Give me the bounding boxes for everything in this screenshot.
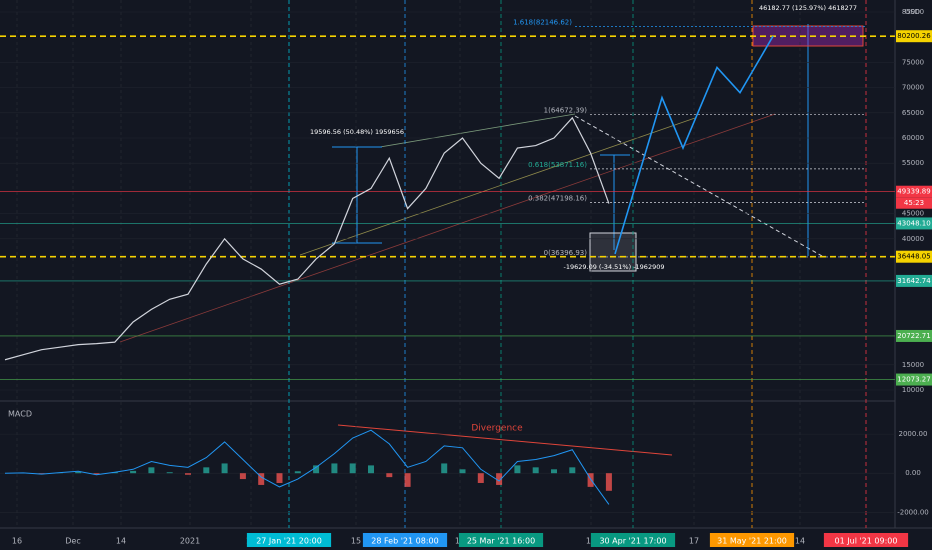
x-label-bg bbox=[246, 533, 332, 547]
histogram-bar bbox=[532, 467, 539, 474]
x-label-bg bbox=[458, 533, 544, 547]
price-line bbox=[4, 116, 610, 361]
annotation: 46182.77 (125.97%) 4618277 bbox=[759, 4, 857, 12]
y-tick-label: -2000.00 bbox=[897, 508, 928, 516]
annotation: 19596.56 (50.48%) 1959656 bbox=[310, 128, 404, 136]
y-tick-label: 85000 bbox=[902, 8, 924, 16]
x-tick-label: 30 Apr '21 17:00 bbox=[599, 537, 666, 546]
price-label-bg bbox=[896, 329, 932, 342]
histogram-bar bbox=[386, 473, 393, 478]
histogram-bar bbox=[404, 473, 411, 487]
histogram-bar bbox=[587, 473, 594, 487]
trend-line bbox=[379, 113, 576, 148]
histogram-bar bbox=[441, 463, 448, 474]
histogram-bar bbox=[93, 473, 100, 475]
histogram-bar bbox=[185, 473, 191, 475]
histogram-bar bbox=[148, 467, 155, 474]
x-tick-label: Dec bbox=[65, 537, 80, 546]
histogram-bar bbox=[496, 473, 503, 485]
x-tick-label: 17 bbox=[689, 537, 699, 546]
x-label-bg bbox=[590, 533, 676, 547]
histogram-bar bbox=[166, 472, 173, 474]
x-label-bg bbox=[823, 533, 909, 547]
countdown-bg bbox=[896, 197, 932, 209]
trend-line bbox=[299, 117, 696, 256]
histogram-bar bbox=[349, 463, 356, 474]
histogram-bar bbox=[258, 473, 265, 485]
histogram-bar bbox=[313, 465, 320, 474]
countdown: 45:23 bbox=[904, 199, 924, 207]
x-label-bg bbox=[709, 533, 795, 547]
fib-label: 0(36396.93) bbox=[544, 249, 588, 257]
y-tick-label: 60000 bbox=[902, 134, 924, 142]
fib-label: 0.382(47198.16) bbox=[528, 195, 587, 203]
price-label: 12073.27 bbox=[897, 376, 930, 384]
fib-label: 1(64672.39) bbox=[544, 106, 588, 114]
histogram-bar bbox=[459, 469, 466, 474]
y-tick-label: 70000 bbox=[902, 84, 924, 92]
trend-line bbox=[574, 115, 823, 257]
currency-label: USD bbox=[905, 8, 920, 16]
price-label-bg bbox=[896, 30, 932, 43]
x-tick-label: 14 bbox=[116, 537, 126, 546]
price-label: 43048.10 bbox=[897, 219, 930, 227]
x-label-bg bbox=[362, 533, 448, 547]
x-tick-label: 01 Jul '21 09:00 bbox=[835, 537, 898, 546]
macd-line bbox=[4, 429, 610, 505]
projection-line bbox=[614, 35, 774, 255]
histogram-bar bbox=[477, 473, 484, 483]
price-label-bg bbox=[896, 373, 932, 386]
histogram-bar bbox=[75, 472, 82, 474]
histogram-bar bbox=[551, 469, 557, 474]
histogram-bar bbox=[294, 471, 301, 474]
y-tick-label: 45000 bbox=[902, 210, 924, 218]
histogram-bar bbox=[331, 463, 338, 474]
price-label-bg bbox=[896, 274, 932, 287]
x-tick-label: 28 Feb '21 08:00 bbox=[371, 537, 438, 546]
indicator-label: MACD bbox=[8, 410, 32, 419]
divergence-line bbox=[337, 424, 673, 456]
histogram-bar bbox=[605, 473, 612, 491]
price-label-bg bbox=[896, 185, 932, 198]
histogram-bar bbox=[203, 467, 210, 474]
trend-line bbox=[119, 113, 776, 343]
x-tick-label: 14 bbox=[795, 537, 805, 546]
y-tick-label: 55000 bbox=[902, 159, 924, 167]
y-tick-label: 65000 bbox=[902, 109, 924, 117]
y-tick-label: 40000 bbox=[902, 235, 924, 243]
price-label-bg bbox=[896, 250, 932, 263]
histogram-bar bbox=[239, 473, 246, 480]
price-label: 49339.89 bbox=[897, 188, 930, 196]
fib-label: 0.618(53871.16) bbox=[528, 161, 587, 169]
histogram-bar bbox=[221, 463, 228, 474]
y-tick-label: 2000.00 bbox=[899, 430, 928, 438]
price-label: 20722.71 bbox=[897, 332, 930, 340]
histogram-bar bbox=[514, 465, 521, 474]
x-tick-label: 31 May '21 21:00 bbox=[717, 537, 787, 546]
histogram-bar bbox=[38, 473, 45, 474]
x-tick-label: 2021 bbox=[180, 537, 200, 546]
price-label: 80200.26 bbox=[897, 32, 931, 40]
histogram-bar bbox=[130, 470, 137, 474]
histogram-bar bbox=[368, 465, 374, 474]
x-tick-label: 16 bbox=[12, 537, 22, 546]
annotation: -19629.09 (-34.51%) -1962909 bbox=[564, 263, 665, 271]
price-label: 36448.05 bbox=[897, 253, 930, 261]
histogram-bar bbox=[276, 473, 283, 483]
y-tick-label: 0.00 bbox=[905, 469, 921, 477]
x-tick-label: 27 Jan '21 20:00 bbox=[256, 537, 322, 546]
x-tick-label: 25 Mar '21 16:00 bbox=[467, 537, 535, 546]
histogram-bar bbox=[569, 467, 576, 474]
annotation: Divergence bbox=[471, 424, 523, 434]
y-tick-label: 10000 bbox=[902, 386, 924, 394]
y-tick-label: 15000 bbox=[902, 361, 924, 369]
x-tick-label: 15 bbox=[351, 537, 361, 546]
y-tick-label: 75000 bbox=[902, 58, 924, 66]
price-label: 31642.74 bbox=[897, 277, 931, 285]
measure-box bbox=[589, 232, 637, 272]
price-label-bg bbox=[896, 217, 932, 230]
fib-label: 1.618(82146.62) bbox=[513, 18, 572, 26]
